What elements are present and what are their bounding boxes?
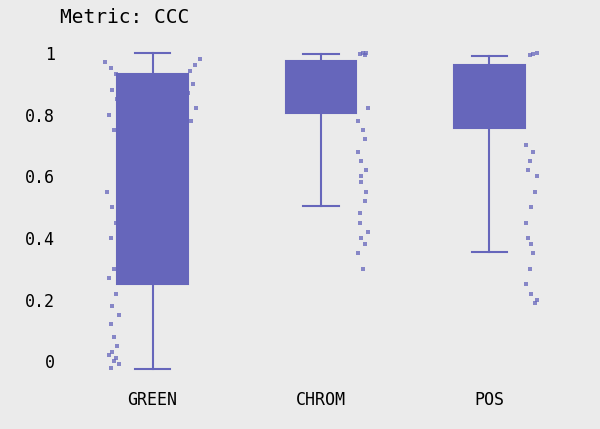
Point	[109, 358, 119, 365]
Point	[109, 127, 119, 133]
Point	[532, 296, 541, 303]
Point	[109, 266, 119, 272]
Point	[525, 157, 535, 164]
Point	[111, 290, 121, 297]
Point	[355, 51, 365, 58]
Point	[527, 204, 536, 211]
Point	[106, 321, 115, 328]
Point	[109, 333, 119, 340]
Point	[107, 204, 117, 211]
Point	[195, 56, 205, 63]
Point	[190, 62, 200, 69]
Point	[355, 219, 365, 226]
Point	[356, 179, 366, 186]
Point	[106, 65, 115, 72]
Point	[106, 235, 115, 242]
Point	[362, 50, 371, 57]
Point	[529, 51, 538, 58]
Point	[525, 52, 535, 59]
Point	[104, 111, 113, 118]
Point	[114, 77, 124, 84]
Point	[525, 266, 535, 272]
Point	[107, 349, 117, 356]
Point	[114, 361, 124, 368]
Point	[111, 219, 121, 226]
Point	[114, 250, 124, 257]
Point	[364, 228, 373, 235]
Point	[521, 142, 531, 149]
Point	[353, 117, 363, 124]
Point	[358, 50, 368, 57]
Point	[107, 86, 117, 93]
Point	[530, 188, 539, 195]
PathPatch shape	[117, 75, 188, 284]
Point	[523, 235, 533, 242]
Point	[106, 364, 115, 371]
Point	[360, 197, 370, 204]
Point	[521, 219, 531, 226]
Point	[104, 352, 113, 359]
Point	[183, 90, 193, 97]
Point	[527, 241, 536, 248]
Point	[103, 188, 112, 195]
Point	[532, 173, 541, 180]
Point	[356, 235, 366, 242]
Point	[114, 312, 124, 319]
Point	[355, 210, 365, 217]
Point	[532, 50, 541, 57]
PathPatch shape	[454, 64, 525, 128]
Point	[112, 96, 122, 103]
Point	[358, 266, 368, 272]
Point	[112, 342, 122, 349]
Point	[107, 302, 117, 309]
Point	[104, 275, 113, 281]
Point	[356, 173, 366, 180]
Point	[353, 148, 363, 155]
Point	[187, 117, 196, 124]
Point	[362, 166, 371, 173]
Point	[527, 290, 536, 297]
Point	[181, 74, 191, 81]
Point	[116, 142, 125, 149]
Point	[530, 299, 539, 306]
Text: Metric: CCC: Metric: CCC	[60, 8, 189, 27]
Point	[362, 188, 371, 195]
Point	[360, 52, 370, 59]
Point	[364, 105, 373, 112]
Point	[353, 250, 363, 257]
Point	[358, 127, 368, 133]
Point	[111, 71, 121, 78]
Point	[111, 355, 121, 362]
Point	[101, 59, 110, 66]
Point	[521, 281, 531, 288]
Point	[356, 157, 366, 164]
Point	[191, 105, 201, 112]
PathPatch shape	[286, 61, 356, 113]
Point	[360, 136, 370, 143]
Point	[529, 250, 538, 257]
Point	[188, 80, 198, 87]
Point	[360, 241, 370, 248]
Point	[529, 148, 538, 155]
Point	[185, 68, 194, 75]
Point	[523, 166, 533, 173]
